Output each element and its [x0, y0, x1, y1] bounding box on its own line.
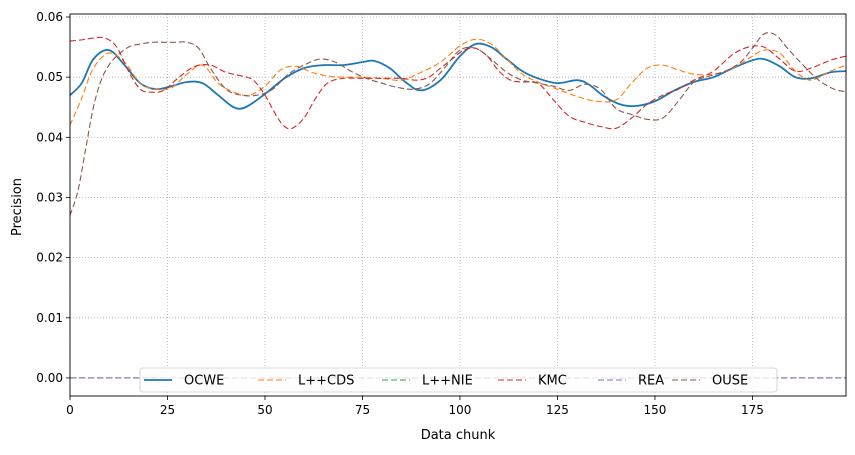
grid-lines — [69, 14, 846, 396]
legend-label: OCWE — [184, 374, 224, 389]
y-axis-label: Precision — [10, 178, 25, 236]
series-line-ouse — [70, 32, 846, 216]
y-tick-label: 0.00 — [36, 371, 63, 385]
x-tick-label: 0 — [66, 403, 74, 417]
legend-label: L++CDS — [298, 374, 354, 389]
y-tick-label: 0.04 — [36, 130, 63, 144]
x-tick-label: 100 — [448, 403, 471, 417]
legend-label: L++NIE — [422, 374, 473, 389]
x-tick-label: 150 — [643, 403, 666, 417]
legend-label: REA — [638, 374, 664, 389]
axes: 0 25 50 75 100 125 150 175 0.00 0.01 0.02 0.03 0.04 0… — [36, 10, 764, 417]
y-tick-label: 0.02 — [36, 251, 63, 265]
legend-label: OUSE — [712, 374, 748, 389]
x-tick-label: 75 — [355, 403, 370, 417]
legend-box — [139, 367, 778, 393]
y-tick-label: 0.06 — [36, 10, 63, 24]
x-tick-label: 50 — [257, 403, 272, 417]
y-tick-label: 0.03 — [36, 190, 63, 204]
x-tick-label: 125 — [546, 403, 569, 417]
series-line-l-cds — [70, 38, 846, 126]
y-tick-label: 0.05 — [36, 70, 63, 84]
legend: OCWE L++CDS L++NIE KMC REA OUSE — [139, 367, 778, 393]
x-tick-label: 175 — [741, 403, 764, 417]
legend-label: KMC — [538, 374, 567, 389]
series-line-kmc — [70, 36, 846, 130]
series-lines — [70, 32, 846, 379]
y-tick-label: 0.01 — [36, 311, 63, 325]
x-axis-label: Data chunk — [421, 428, 496, 443]
plot-area-frame — [69, 13, 847, 397]
series-line-ocwe — [70, 42, 846, 110]
x-tick-label: 25 — [160, 403, 175, 417]
